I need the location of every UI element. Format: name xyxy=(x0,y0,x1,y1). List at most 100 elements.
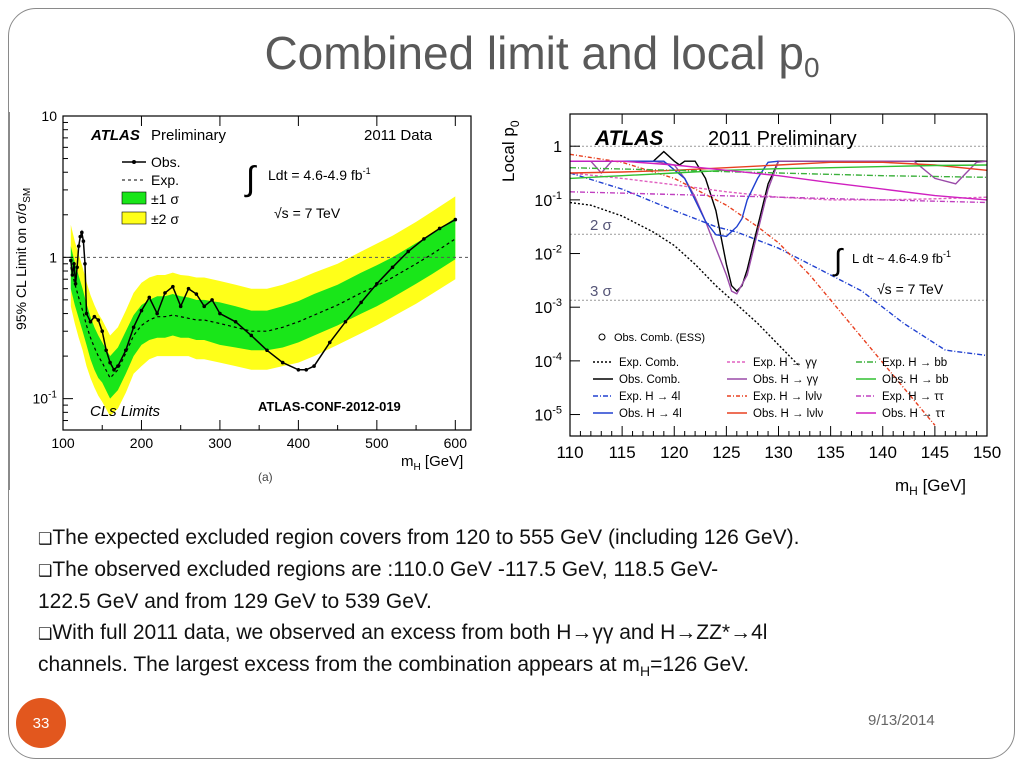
chartA-xtick-label: 200 xyxy=(130,435,154,451)
observed-point xyxy=(233,319,238,324)
local-p0-chart: Local p0 2 σ 3 σ 110 115 120 125 130 135 140 145 1… xyxy=(499,113,1001,498)
chartB-xtick-label: 110 xyxy=(556,443,583,462)
observed-point xyxy=(72,261,76,266)
slide-date: 9/13/2014 xyxy=(868,712,935,729)
chartA-xtick-label: 400 xyxy=(287,435,311,451)
observed-point xyxy=(78,234,83,239)
series-line xyxy=(570,160,988,295)
chartA-method-label: CLs Limits xyxy=(90,403,161,420)
legend-sigma1-swatch xyxy=(121,191,147,205)
chartA-panel-label: (a) xyxy=(258,470,273,484)
observed-point xyxy=(359,300,363,305)
observed-point xyxy=(104,348,108,353)
observed-point xyxy=(194,292,199,296)
observed-point xyxy=(218,311,222,316)
observed-point xyxy=(249,333,254,338)
observed-point xyxy=(88,319,93,324)
observed-point xyxy=(69,258,73,263)
slide-left-accent xyxy=(8,112,10,490)
observed-point xyxy=(76,244,81,248)
observed-point xyxy=(123,348,128,353)
observed-point xyxy=(375,281,379,286)
observed-point xyxy=(327,340,332,345)
chartB-xtick-label: 120 xyxy=(660,443,688,462)
chartB-energy-label: √s = 7 TeV xyxy=(877,281,944,297)
chartB-title-label: 2011 Preliminary xyxy=(708,128,857,150)
chartB-xtick-label: 140 xyxy=(869,443,897,462)
observed-point xyxy=(84,311,89,316)
limit-chart: 95% CL Limit on σ/σSM 100 200 300 400 500 600… xyxy=(13,108,472,484)
series-line xyxy=(569,172,988,357)
series-line xyxy=(570,160,988,201)
observed-point xyxy=(70,273,75,277)
sigma-label: 3 σ xyxy=(590,283,613,300)
bullet-marker-icon: ❑ xyxy=(38,561,53,580)
chartA-energy-label: √s = 7 TeV xyxy=(274,205,341,221)
chartB-ytick-label: 10-1 xyxy=(534,190,562,210)
legend-label: Exp. Comb. xyxy=(619,357,679,369)
observed-point xyxy=(80,230,84,235)
bullet-marker-icon: ❑ xyxy=(38,624,53,643)
legend-label: Obs. H → lνlν xyxy=(753,408,824,420)
chartA-xtick-label: 500 xyxy=(365,435,389,451)
chartA-xtick-label: 600 xyxy=(444,435,468,451)
observed-point xyxy=(108,360,112,365)
chartA-xtick-label: 300 xyxy=(208,435,232,451)
legend-label: Obs. Comb. xyxy=(619,374,680,386)
legend-label: Exp. H → ττ xyxy=(882,391,944,403)
observed-point xyxy=(437,226,442,231)
legend-ess-marker xyxy=(598,333,606,341)
integral-icon: ∫ xyxy=(244,160,257,198)
legend-label: Obs. H → 4l xyxy=(619,408,682,420)
chartA-ylabel: 95% CL Limit on σ/σSM xyxy=(13,188,33,330)
observed-point xyxy=(73,281,78,286)
chartA-ytick-label: 10-1 xyxy=(33,390,58,407)
chartA-lumi-label: Ldt = 4.6-4.9 fb-1 xyxy=(268,166,371,183)
legend-label: Exp. H → lνlν xyxy=(753,391,822,403)
observed-point xyxy=(390,265,395,270)
chartA-ytick-label: 10 xyxy=(41,108,57,124)
legend-sigma1-label: ±1 σ xyxy=(151,191,179,207)
chartB-lumi-label: L dt ~ 4.6-4.9 fb-1 xyxy=(852,249,951,266)
slide-title: Combined limit and local p0 xyxy=(264,27,820,83)
observed-point xyxy=(163,291,167,295)
page-number-badge: 33 xyxy=(16,698,66,748)
sigma-label: 2 σ xyxy=(590,217,613,234)
chartA-xtick-label: 100 xyxy=(51,435,75,451)
observed-point xyxy=(186,286,191,291)
observed-point xyxy=(210,298,214,302)
observed-point xyxy=(343,319,348,324)
observed-point xyxy=(96,318,101,322)
legend-obs-marker xyxy=(132,160,136,164)
chartB-xtick-label: 145 xyxy=(921,443,949,462)
series-line xyxy=(569,153,936,426)
observed-point xyxy=(304,368,309,372)
observed-point xyxy=(131,325,136,330)
observed-point xyxy=(296,368,301,372)
observed-point xyxy=(81,239,86,244)
observed-point xyxy=(155,311,159,316)
chartB-ytick-label: 10-3 xyxy=(534,297,562,317)
series-line xyxy=(569,161,988,174)
observed-point xyxy=(406,249,411,254)
legend-sigma2-label: ±2 σ xyxy=(151,211,179,227)
observed-point xyxy=(202,304,207,309)
legend-label: Exp. H → bb xyxy=(882,357,947,369)
observed-point xyxy=(422,237,426,241)
chartB-xtick-label: 135 xyxy=(816,443,844,462)
legend-label: Obs. H → ττ xyxy=(882,408,945,420)
chartA-xlabel: mH [GeV] xyxy=(401,453,463,473)
observed-point xyxy=(171,284,175,289)
observed-point xyxy=(280,360,285,365)
bullet-item-continuation: 122.5 GeV and from 129 GeV to 539 GeV. xyxy=(38,590,432,613)
chartB-xtick-label: 115 xyxy=(609,443,636,462)
observed-point xyxy=(92,314,97,319)
legend-label: Obs. H → bb xyxy=(882,374,948,386)
series-line xyxy=(569,164,988,180)
legend-label: Exp. H → 4l xyxy=(619,391,680,403)
observed-point xyxy=(312,364,316,368)
observed-point xyxy=(83,261,87,266)
chartB-xlabel: mH [GeV] xyxy=(895,476,966,498)
legend-sigma2-swatch xyxy=(121,211,147,225)
chartB-xtick-label: 130 xyxy=(764,443,792,462)
